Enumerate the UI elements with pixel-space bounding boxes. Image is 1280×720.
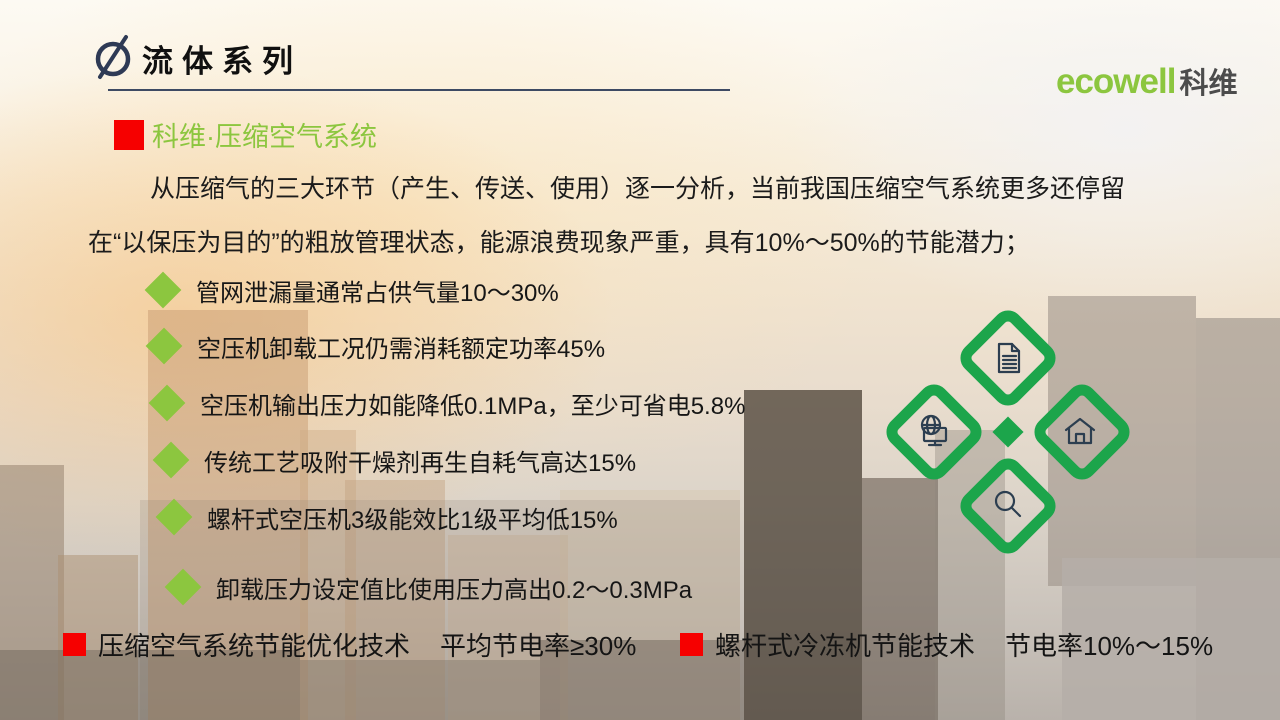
list-item: 螺杆式空压机3级能效比1级平均低15% bbox=[155, 498, 618, 536]
list-item: 传统工艺吸附干燥剂再生自耗气高达15% bbox=[152, 441, 637, 479]
list-item: 卸载压力设定值比使用压力高出0.2～0.3MPa bbox=[164, 568, 693, 606]
footer-right-value: 节电率10%～15% bbox=[1005, 631, 1214, 661]
footer-left-label: 压缩空气系统节能优化技术 bbox=[98, 631, 411, 661]
diamond-bullet-icon bbox=[148, 384, 186, 422]
bullet-text: 传统工艺吸附干燥剂再生自耗气高达15% bbox=[204, 449, 637, 477]
footer-right-label: 螺杆式冷冻机节能技术 bbox=[715, 631, 976, 661]
building bbox=[300, 430, 356, 720]
building bbox=[935, 430, 1005, 720]
diamond-bullet-icon bbox=[144, 271, 182, 309]
diamond-bullet-icon bbox=[152, 441, 190, 479]
page-title: 流体系列 bbox=[142, 44, 302, 79]
search-icon bbox=[990, 486, 1026, 522]
title-underline bbox=[108, 89, 730, 91]
building bbox=[1062, 558, 1280, 720]
ecowell-logo: ecowell 科维 bbox=[1056, 60, 1237, 102]
building bbox=[0, 650, 300, 720]
footer-left: 压缩空气系统节能优化技术 平均节电率≥30% bbox=[63, 626, 636, 663]
logo-chinese-name: 科维 bbox=[1179, 68, 1238, 100]
diamond-bullet-icon bbox=[145, 327, 183, 365]
paragraph-line-2: 在“以保压为目的”的粗放管理状态，能源浪费现象严重，具有10%～50%的节能潜力… bbox=[88, 229, 1030, 257]
bullet-text: 管网泄漏量通常占供气量10～30% bbox=[196, 279, 559, 307]
building bbox=[345, 480, 445, 720]
diamond-bullet-icon bbox=[164, 568, 202, 606]
bullet-text: 螺杆式空压机3级能效比1级平均低15% bbox=[207, 506, 618, 534]
clover-center-diamond bbox=[992, 416, 1024, 448]
logo-wordmark: ecowell bbox=[1056, 62, 1176, 101]
paragraph-line-1: 从压缩气的三大环节（产生、传送、使用）逐一分析，当前我国压缩空气系统更多还停留 bbox=[150, 175, 1126, 203]
list-item: 空压机输出压力如能降低0.1MPa，至少可省电5.8% bbox=[148, 384, 746, 422]
footer-left-value: 平均节电率≥30% bbox=[440, 631, 637, 661]
document-icon bbox=[990, 340, 1026, 376]
building bbox=[540, 640, 750, 720]
footer-right: 螺杆式冷冻机节能技术 节电率10%～15% bbox=[680, 626, 1213, 663]
clover-emblem bbox=[872, 296, 1144, 568]
building bbox=[140, 500, 740, 720]
list-item: 空压机卸载工况仍需消耗额定功率45% bbox=[145, 327, 606, 365]
building bbox=[862, 478, 938, 720]
section-heading: 科维·压缩空气系统 bbox=[152, 122, 377, 152]
diameter-symbol-icon bbox=[90, 32, 138, 87]
red-square-marker bbox=[63, 633, 86, 656]
computer-network-icon bbox=[916, 414, 952, 450]
building bbox=[300, 660, 540, 720]
building bbox=[744, 390, 862, 720]
list-item: 管网泄漏量通常占供气量10～30% bbox=[144, 271, 559, 309]
building bbox=[448, 535, 568, 720]
red-square-marker bbox=[114, 119, 144, 150]
home-icon bbox=[1062, 414, 1098, 450]
building bbox=[0, 465, 64, 720]
building bbox=[560, 490, 740, 720]
bullet-text: 空压机卸载工况仍需消耗额定功率45% bbox=[197, 335, 606, 363]
bullet-text: 空压机输出压力如能降低0.1MPa，至少可省电5.8% bbox=[200, 392, 746, 420]
building bbox=[1048, 296, 1196, 586]
diamond-bullet-icon bbox=[155, 498, 193, 536]
section-heading-row: 科维·压缩空气系统 bbox=[114, 115, 377, 154]
red-square-marker bbox=[680, 633, 703, 656]
bullet-text: 卸载压力设定值比使用压力高出0.2～0.3MPa bbox=[216, 576, 693, 604]
